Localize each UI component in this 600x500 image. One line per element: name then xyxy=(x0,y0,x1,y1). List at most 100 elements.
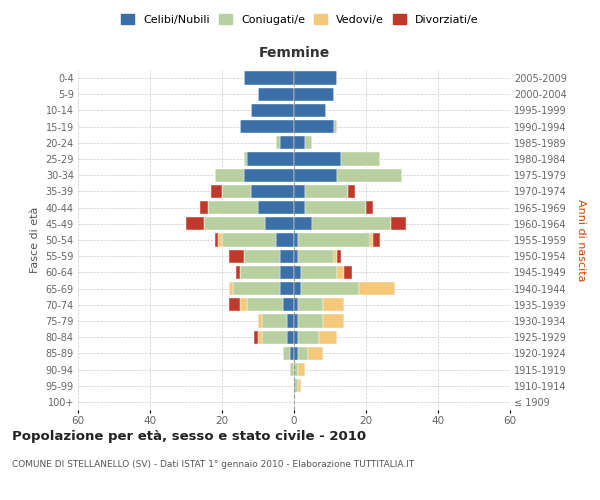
Bar xyxy=(276,234,294,246)
Bar xyxy=(298,314,323,328)
Text: Popolazione per età, sesso e stato civile - 2010: Popolazione per età, sesso e stato civil… xyxy=(12,430,366,443)
Bar xyxy=(298,234,370,246)
Bar xyxy=(294,136,305,149)
Bar xyxy=(222,234,276,246)
Bar xyxy=(258,314,262,328)
Bar xyxy=(280,282,294,295)
Bar xyxy=(283,298,294,312)
Bar xyxy=(294,234,298,246)
Bar xyxy=(265,217,294,230)
Bar xyxy=(319,330,337,344)
Bar xyxy=(298,379,301,392)
Bar xyxy=(229,298,240,312)
Bar xyxy=(200,201,208,214)
Bar xyxy=(337,250,341,263)
Bar xyxy=(359,282,395,295)
Bar xyxy=(337,266,344,279)
Bar xyxy=(334,250,337,263)
Bar xyxy=(294,266,301,279)
Bar xyxy=(186,217,204,230)
Bar xyxy=(294,88,334,101)
Bar xyxy=(305,136,312,149)
Bar xyxy=(294,72,337,85)
Bar xyxy=(370,234,373,246)
Bar xyxy=(294,185,305,198)
Bar xyxy=(294,104,326,117)
Bar xyxy=(323,298,344,312)
Bar xyxy=(366,201,373,214)
Bar xyxy=(244,152,247,166)
Bar xyxy=(294,152,341,166)
Bar xyxy=(222,185,251,198)
Bar xyxy=(215,234,218,246)
Bar xyxy=(240,266,280,279)
Bar xyxy=(294,250,298,263)
Bar xyxy=(251,185,294,198)
Y-axis label: Fasce di età: Fasce di età xyxy=(30,207,40,273)
Bar xyxy=(229,250,244,263)
Bar xyxy=(283,346,290,360)
Bar xyxy=(280,266,294,279)
Bar xyxy=(294,379,298,392)
Bar xyxy=(287,314,294,328)
Bar xyxy=(258,330,262,344)
Bar xyxy=(215,168,244,182)
Bar xyxy=(244,168,294,182)
Bar xyxy=(294,363,298,376)
Bar xyxy=(262,330,287,344)
Bar xyxy=(244,250,280,263)
Bar xyxy=(290,346,294,360)
Bar xyxy=(298,250,334,263)
Bar xyxy=(305,201,366,214)
Text: Femmine: Femmine xyxy=(259,46,329,60)
Bar xyxy=(298,298,323,312)
Bar xyxy=(391,217,406,230)
Bar xyxy=(229,282,233,295)
Bar xyxy=(294,217,312,230)
Bar xyxy=(348,185,355,198)
Bar xyxy=(294,201,305,214)
Bar xyxy=(294,298,298,312)
Bar xyxy=(344,266,352,279)
Bar xyxy=(294,314,298,328)
Bar xyxy=(280,250,294,263)
Bar xyxy=(258,201,294,214)
Bar xyxy=(240,298,247,312)
Bar xyxy=(301,282,359,295)
Legend: Celibi/Nubili, Coniugati/e, Vedovi/e, Divorziati/e: Celibi/Nubili, Coniugati/e, Vedovi/e, Di… xyxy=(118,10,482,28)
Bar xyxy=(276,136,280,149)
Bar xyxy=(290,363,294,376)
Bar xyxy=(308,346,323,360)
Bar xyxy=(247,152,294,166)
Bar xyxy=(373,234,380,246)
Bar xyxy=(247,298,283,312)
Bar xyxy=(298,346,308,360)
Bar xyxy=(240,120,294,134)
Bar xyxy=(244,72,294,85)
Bar xyxy=(294,346,298,360)
Bar xyxy=(280,136,294,149)
Bar xyxy=(287,330,294,344)
Bar xyxy=(337,168,402,182)
Bar xyxy=(254,330,258,344)
Bar xyxy=(218,234,222,246)
Bar xyxy=(294,168,337,182)
Bar xyxy=(294,330,298,344)
Bar xyxy=(305,185,348,198)
Y-axis label: Anni di nascita: Anni di nascita xyxy=(577,198,586,281)
Bar xyxy=(298,363,305,376)
Bar xyxy=(341,152,380,166)
Bar xyxy=(211,185,222,198)
Bar xyxy=(298,330,319,344)
Bar xyxy=(294,282,301,295)
Bar xyxy=(258,88,294,101)
Bar xyxy=(262,314,287,328)
Bar xyxy=(251,104,294,117)
Bar xyxy=(301,266,337,279)
Bar xyxy=(233,282,280,295)
Bar xyxy=(236,266,240,279)
Bar xyxy=(208,201,258,214)
Bar xyxy=(204,217,265,230)
Bar xyxy=(334,120,337,134)
Text: COMUNE DI STELLANELLO (SV) - Dati ISTAT 1° gennaio 2010 - Elaborazione TUTTITALI: COMUNE DI STELLANELLO (SV) - Dati ISTAT … xyxy=(12,460,414,469)
